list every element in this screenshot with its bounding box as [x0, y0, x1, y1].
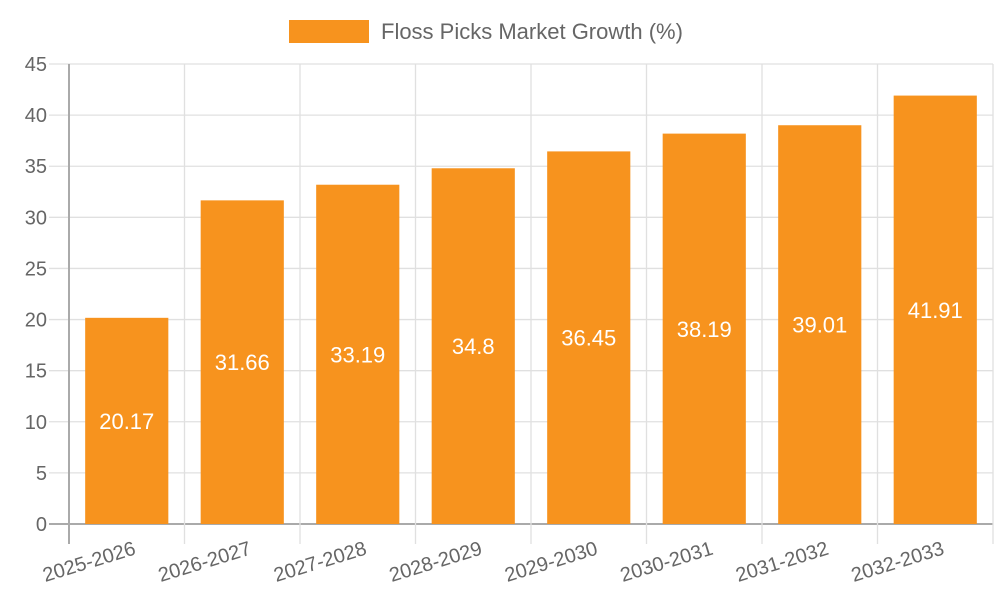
x-tick-label: 2031-2032 [733, 538, 831, 587]
bar-value-label: 31.66 [215, 350, 270, 375]
x-axis: 2025-2026 2026-2027 2027-2028 2028-2029 2029… [40, 538, 946, 587]
legend-label: Floss Picks Market Growth (%) [381, 19, 683, 44]
bar-2031-2032[interactable]: 39.01 [778, 125, 862, 524]
bar-value-label: 36.45 [561, 326, 616, 351]
y-tick-label: 0 [36, 514, 47, 536]
y-tick-label: 15 [25, 361, 47, 383]
bar[interactable] [778, 125, 862, 524]
y-tick-label: 25 [25, 258, 47, 280]
bar-value-label: 39.01 [792, 313, 847, 338]
y-axis: 0 5 10 15 20 25 30 35 40 45 [25, 54, 47, 536]
bars: 20.17 31.66 33.19 34.8 36.45 38.19 39.01 41.91 [85, 95, 977, 525]
x-tick-label: 2026-2027 [156, 538, 254, 587]
x-tick-label: 2028-2029 [387, 538, 485, 587]
bar-value-label: 20.17 [99, 409, 154, 434]
bar[interactable] [431, 168, 515, 524]
x-tick-label: 2032-2033 [849, 538, 947, 587]
bar-value-label: 34.8 [452, 334, 495, 359]
bar-value-label: 41.91 [908, 298, 963, 323]
bar-2030-2031[interactable]: 38.19 [662, 133, 746, 524]
y-tick-label: 35 [25, 156, 47, 178]
x-tick-label: 2030-2031 [618, 538, 716, 587]
bar-value-label: 33.19 [330, 342, 385, 367]
bar[interactable] [200, 200, 284, 524]
x-tick-label: 2029-2030 [502, 538, 600, 587]
bar-2025-2026[interactable]: 20.17 [85, 317, 169, 524]
y-tick-label: 5 [36, 463, 47, 485]
bar[interactable] [316, 184, 400, 525]
legend[interactable]: Floss Picks Market Growth (%) [289, 19, 683, 44]
bar-2032-2033[interactable]: 41.91 [893, 95, 977, 524]
y-tick-label: 20 [25, 310, 47, 332]
x-tick-label: 2025-2026 [40, 538, 138, 587]
bar[interactable] [662, 133, 746, 524]
bar[interactable] [893, 95, 977, 524]
bar-value-label: 38.19 [677, 317, 732, 342]
x-tick-label: 2027-2028 [271, 538, 369, 587]
bar-2029-2030[interactable]: 36.45 [547, 151, 631, 524]
bar-2027-2028[interactable]: 33.19 [316, 184, 400, 525]
legend-swatch [289, 20, 369, 43]
y-tick-label: 10 [25, 412, 47, 434]
bar-2026-2027[interactable]: 31.66 [200, 200, 284, 524]
bar[interactable] [85, 317, 169, 524]
y-tick-label: 40 [25, 105, 47, 127]
y-tick-label: 30 [25, 207, 47, 229]
bar[interactable] [547, 151, 631, 524]
bar-2028-2029[interactable]: 34.8 [431, 168, 515, 524]
y-tick-label: 45 [25, 54, 47, 76]
